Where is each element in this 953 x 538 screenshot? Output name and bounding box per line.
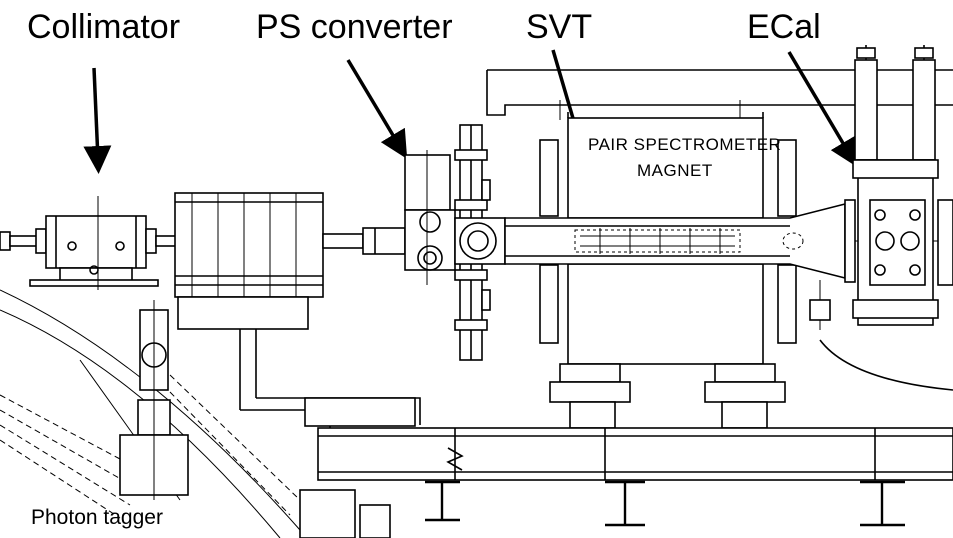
support-girder — [317, 427, 953, 527]
girder-foot-1 — [425, 480, 460, 522]
ecal-cable-curve — [819, 339, 953, 391]
ecal — [852, 45, 953, 326]
vacuum-chamber — [504, 199, 856, 330]
svt-detector — [574, 228, 804, 254]
magnet-supports — [549, 363, 786, 429]
top-frame — [486, 69, 953, 120]
svt-label: SVT — [526, 8, 592, 46]
collimator — [0, 196, 177, 290]
girder-foot-2 — [605, 480, 645, 527]
photon-tagger-label: Photon tagger — [31, 506, 163, 529]
ps-converter-label: PS converter — [256, 8, 453, 46]
collimator-arrow — [83, 67, 112, 174]
ecal-arrow — [787, 51, 858, 168]
collimator-label: Collimator — [27, 8, 180, 46]
photon-tagger — [0, 289, 391, 538]
flange-column — [454, 124, 506, 361]
ps-converter-arrow — [346, 59, 408, 160]
beam-pipe — [322, 227, 406, 255]
magnet-label-line1: PAIR SPECTROMETER — [588, 135, 781, 154]
pair-spectrometer-magnet: PAIR SPECTROMETER MAGNET — [539, 112, 797, 365]
magnet-label-line2: MAGNET — [637, 161, 713, 180]
upstream-frame — [174, 192, 421, 428]
girder-foot-3 — [860, 480, 905, 527]
ps-converter — [404, 150, 456, 285]
ecal-label: ECal — [747, 8, 821, 46]
